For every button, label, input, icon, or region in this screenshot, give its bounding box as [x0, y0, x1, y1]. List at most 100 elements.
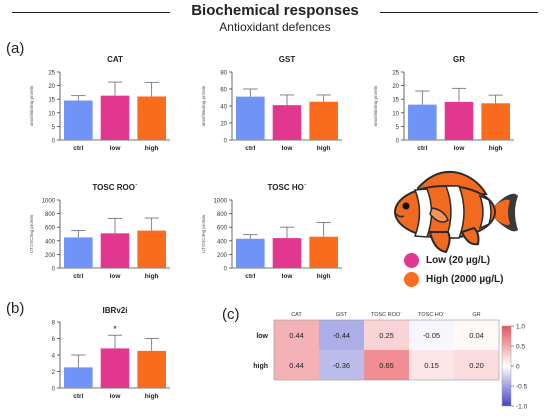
- fish-pelvic-fin: [428, 231, 451, 254]
- chart-tosc-ho-bar-low: [272, 238, 302, 268]
- chart-tosc-ho-bar-high: [309, 236, 338, 268]
- chart-gr-ytick-label: 10: [392, 111, 399, 117]
- legend-low-label: Low (20 µg/L): [426, 255, 491, 266]
- heatmap-cell: [364, 320, 409, 350]
- chart-tosc-ho-ytick-label: 600: [217, 226, 228, 232]
- legend-high: High (2000 µg/L): [404, 272, 503, 287]
- fish-stripe-tail: [478, 194, 492, 230]
- chart-gst-xtick-low: low: [282, 145, 294, 152]
- legend-low: Low (20 µg/L): [404, 253, 490, 268]
- chart-gst-ytick-label: 80: [220, 71, 227, 77]
- chart-tosc-ho-ylabel: UTOSC/mg protein: [201, 214, 206, 253]
- chart-tosc-roo-xtick-ctrl: ctrl: [73, 273, 83, 280]
- chart-gr-ytick-label: 15: [392, 98, 399, 104]
- chart-cat-bar-ctrl: [64, 100, 93, 140]
- heatmap-column-label: GR: [472, 312, 480, 318]
- chart-cat-ytick-label: 0: [52, 139, 56, 145]
- heatmap-row-label: high: [253, 363, 268, 370]
- colorbar-tick-label: -1.0: [516, 404, 528, 411]
- heatmap-cell: [274, 320, 319, 350]
- chart-cat-bar-low: [100, 95, 130, 140]
- heatmap-border: [273, 319, 500, 381]
- chart-gst-bar-ctrl: [236, 96, 265, 140]
- heatmap-cell: [319, 320, 364, 350]
- chart-ibrv2i-xtick-ctrl: ctrl: [73, 393, 83, 400]
- chart-tosc-ho-xtick-low: low: [282, 273, 294, 280]
- chart-gst-title: GST: [279, 55, 296, 64]
- chart-tosc-ho-bar-ctrl: [236, 238, 265, 268]
- chart-gr-xtick-high: high: [489, 145, 503, 152]
- chart-ibrv2i-title: IBRv2i: [103, 306, 128, 315]
- legend-low-swatch: [404, 253, 419, 268]
- heatmap-cell-label: 0.25: [379, 331, 394, 340]
- header-rule-left: [12, 12, 170, 13]
- chart-gst-xtick-high: high: [317, 145, 331, 152]
- heatmap-cell-label: 0.15: [424, 361, 439, 370]
- chart-tosc-roo-ytick-label: 600: [45, 226, 56, 232]
- chart-cat: CAT 0 5 10 15 20 25 umol/min/mg protein ctrl low h…: [29, 55, 170, 152]
- heatmap-cell: [409, 320, 454, 350]
- chart-gst-ylabel: nmol/min/mg protein: [201, 85, 206, 126]
- chart-gr-xtick-low: low: [454, 145, 466, 152]
- chart-cat-xtick-ctrl: ctrl: [73, 145, 83, 152]
- chart-ibrv2i-ytick-label: 2: [52, 370, 56, 376]
- chart-ibrv2i-bar-low: [100, 348, 130, 388]
- heatmap-colorbar: [501, 325, 512, 407]
- chart-gr-bar-low: [444, 101, 474, 140]
- chart-cat-xtick-high: high: [145, 145, 159, 152]
- chart-gr-title: GR: [453, 55, 465, 64]
- chart-gr-bar-ctrl: [408, 104, 437, 140]
- chart-gr-bar-high: [481, 103, 510, 140]
- chart-tosc-roo-ytick-label: 0: [52, 267, 56, 273]
- chart-tosc-ho-ytick-label: 200: [217, 253, 228, 259]
- chart-ibrv2i-annotation-low: *: [113, 324, 117, 334]
- chart-ibrv2i-bar-ctrl: [64, 367, 93, 388]
- fish-mouth: [395, 213, 405, 218]
- chart-ibrv2i-ytick-label: 8: [52, 321, 56, 327]
- chart-ibrv2i-xtick-high: high: [145, 393, 159, 400]
- chart-gst-ytick-label: 60: [220, 88, 227, 94]
- chart-gr-ylabel: nmol/min/mg protein: [373, 85, 378, 126]
- heatmap-cell: [409, 350, 454, 380]
- chart-ibrv2i-bar-high: [137, 350, 166, 388]
- figure-subtitle: Antioxidant defences: [219, 20, 331, 34]
- chart-ibrv2i: IBRv2i 0 2 4 6 8 ctrl * low high: [52, 306, 170, 400]
- chart-tosc-ho-ytick-label: 0: [224, 267, 228, 273]
- clownfish-illustration: [394, 170, 518, 254]
- chart-gr-ytick-label: 5: [396, 125, 400, 131]
- heatmap-ibr: CAT GST TOSC ROO˙ TOSC HO˙ GR low 0.44 -0.44 0.2…: [253, 312, 527, 411]
- heatmap-cell-label: -0.44: [333, 331, 350, 340]
- fish-anal-fin: [460, 226, 480, 246]
- legend-high-swatch: [404, 272, 419, 287]
- fish-tail-orange: [490, 199, 510, 225]
- chart-tosc-roo-bar-ctrl: [64, 237, 93, 268]
- chart-gr-xtick-ctrl: ctrl: [417, 145, 427, 152]
- fish-body: [394, 185, 496, 239]
- panel-label-a: (a): [6, 40, 25, 57]
- heatmap-cell-label: 0.20: [469, 361, 484, 370]
- fish-pectoral-fin: [429, 207, 449, 223]
- heatmap-row-label: low: [256, 333, 268, 340]
- legend-high-label: High (2000 µg/L): [426, 274, 504, 285]
- heatmap-cell: [274, 350, 319, 380]
- figure-title: Biochemical responses: [191, 2, 359, 19]
- chart-ibrv2i-ytick-label: 4: [52, 354, 56, 360]
- heatmap-cell-label: 0.44: [289, 331, 304, 340]
- heatmap-cell: [454, 350, 499, 380]
- chart-tosc-roo-ylabel: UTOSC/mg protein: [29, 214, 34, 253]
- heatmap-cell: [454, 320, 499, 350]
- chart-cat-ytick-label: 20: [48, 84, 55, 90]
- chart-tosc-roo: TOSC ROO˙ 0 200 400 600 800 1000 UTOSC/mg prote…: [29, 183, 170, 280]
- heatmap-column-label: GST: [336, 312, 348, 318]
- heatmap-cell-label: -0.05: [423, 331, 440, 340]
- colorbar-tick-label: 0: [516, 364, 520, 371]
- chart-gst-bar-low: [272, 105, 302, 140]
- chart-gst-ytick-label: 0: [224, 139, 228, 145]
- header-rule-right: [380, 12, 538, 13]
- heatmap-column-label: TOSC HO˙: [418, 312, 445, 318]
- chart-gst-ytick-label: 40: [220, 105, 227, 111]
- chart-gr-ytick-label: 0: [396, 139, 400, 145]
- fish-stripe-head: [413, 188, 433, 238]
- chart-tosc-roo-ytick-label: 1000: [42, 199, 56, 205]
- heatmap-cell: [319, 350, 364, 380]
